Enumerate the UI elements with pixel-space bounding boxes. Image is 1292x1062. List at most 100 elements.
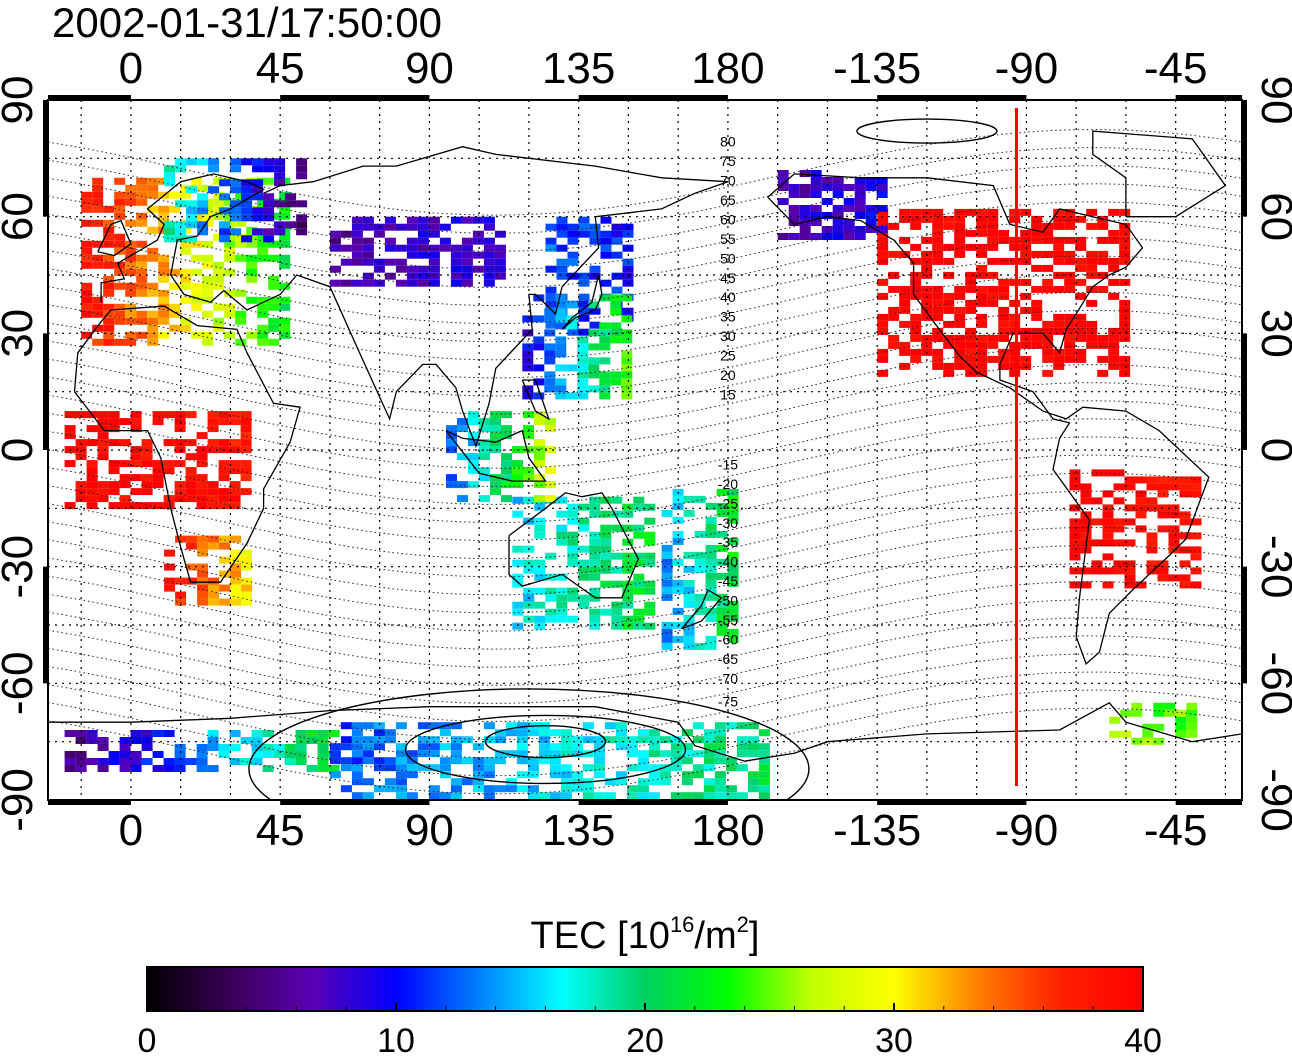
contour-label: -50 (718, 593, 738, 609)
tec-cell (207, 502, 219, 510)
tec-cell (1146, 476, 1158, 484)
tec-cell (186, 235, 198, 243)
tec-cell (284, 758, 296, 765)
tec-cell (119, 495, 131, 503)
tec-cell (1097, 369, 1109, 377)
tec-cell (694, 558, 706, 566)
tec-cell (910, 257, 922, 265)
tec-cell (241, 563, 253, 571)
tec-cell (141, 744, 153, 751)
tec-cell (589, 559, 601, 567)
tec-cell (637, 750, 649, 758)
tec-cell (567, 559, 579, 567)
tec-cell (158, 212, 170, 220)
tec-cell (219, 221, 231, 229)
tec-cell (788, 219, 800, 226)
tec-cell (317, 765, 329, 772)
tec-cell (483, 237, 495, 245)
tec-cell (1102, 518, 1114, 526)
tec-cell (714, 792, 726, 800)
tec-cell (191, 289, 203, 297)
tec-cell (257, 254, 269, 262)
tec-cell (114, 338, 126, 346)
tec-cell (1175, 723, 1187, 731)
tec-cell (175, 200, 187, 208)
tec-cell (351, 778, 363, 786)
tec-cell (1009, 313, 1021, 321)
tec-cell (81, 296, 93, 304)
tec-cell (406, 244, 418, 252)
tec-cell (799, 191, 811, 198)
tec-cell (185, 481, 197, 489)
tec-cell (75, 751, 87, 758)
tec-cell (1108, 229, 1120, 237)
tec-cell (351, 764, 363, 772)
tec-cell (888, 285, 900, 293)
tec-cell (92, 240, 104, 248)
tec-cell (241, 200, 253, 208)
tec-cell (158, 261, 170, 269)
tec-cell (1124, 483, 1136, 491)
tec-cell (705, 516, 717, 524)
tec-cell (207, 495, 219, 503)
tec-cell (512, 559, 524, 567)
tec-cell (125, 191, 137, 199)
tec-cell (472, 757, 484, 765)
tec-cell (224, 240, 236, 248)
tec-cell (125, 219, 137, 227)
tec-cell (626, 764, 638, 772)
tec-cell (522, 364, 534, 372)
tec-cell (599, 357, 611, 365)
coastline (521, 379, 550, 421)
tec-cell (1120, 709, 1132, 717)
tec-cell (965, 285, 977, 293)
tec-cell (329, 743, 341, 751)
tec-cell (538, 750, 550, 758)
tec-cell (362, 722, 374, 730)
tec-cell (593, 792, 605, 800)
tec-cell (130, 460, 142, 468)
tec-cell (490, 425, 501, 433)
tec-cell (965, 299, 977, 307)
tec-cell (169, 303, 181, 311)
tec-cell (582, 736, 594, 744)
tec-cell (296, 172, 308, 180)
tec-cell (114, 317, 126, 325)
tec-cell (758, 785, 770, 793)
tec-cell (340, 736, 352, 744)
tec-cell (472, 764, 484, 772)
tec-cell (136, 177, 148, 185)
tec-cell (843, 219, 855, 226)
tec-cell (196, 432, 208, 440)
tec-cell (932, 299, 944, 307)
tec-cell (446, 446, 457, 454)
tec-cell (180, 296, 192, 304)
tec-cell (158, 296, 170, 304)
tec-cell (230, 577, 242, 585)
tec-cell (522, 343, 534, 351)
contour-line (48, 237, 1242, 325)
tec-cell (523, 432, 534, 440)
contour-label: 45 (720, 270, 736, 286)
tec-cell (362, 757, 374, 765)
tec-cell (136, 268, 148, 276)
tec-cell (899, 208, 911, 216)
tec-cell (644, 580, 656, 588)
tec-cell (854, 184, 866, 191)
tec-cell (1020, 341, 1032, 349)
contour-line (48, 707, 1242, 795)
tec-cell (577, 371, 589, 379)
tec-cell (461, 237, 473, 245)
tec-cell (1190, 476, 1202, 484)
tec-cell (483, 251, 495, 259)
tec-cell (450, 750, 462, 758)
edge-bar-top (877, 95, 1027, 100)
tec-cell (567, 594, 579, 602)
tec-cell (164, 235, 176, 243)
tec-cell (1124, 581, 1136, 589)
tec-cell (705, 558, 717, 566)
tec-cell (164, 584, 176, 592)
tec-cell (534, 622, 546, 630)
tec-cell (560, 771, 572, 779)
tec-cell (932, 348, 944, 356)
